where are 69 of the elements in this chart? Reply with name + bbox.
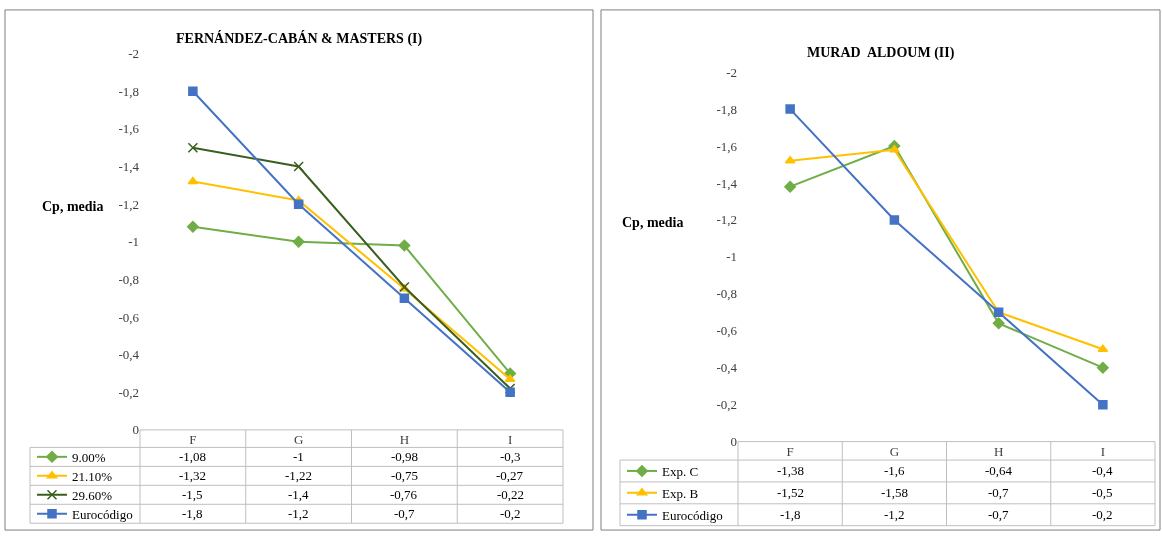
legend-label: Exp. C [662, 464, 699, 480]
legend-label: Exp. B [662, 485, 699, 501]
chart-title: FERNÁNDEZ-CABÁN & MASTERS (I) [176, 30, 423, 47]
data-label: -1,6 [884, 463, 906, 478]
x-tick-label: G [889, 443, 900, 459]
data-label: -0,76 [390, 487, 418, 502]
x-tick-label: H [399, 431, 410, 447]
y-tick-label: -2 [726, 64, 737, 80]
y-tick-label: -1,6 [118, 121, 140, 137]
y-axis-title: Cp, media [42, 199, 104, 214]
y-tick-label: -0,6 [118, 309, 140, 325]
y-tick-label: -0,8 [118, 271, 139, 287]
legend-label: 9.00% [72, 449, 106, 465]
data-label: -1 [293, 449, 304, 464]
data-label: -0,22 [497, 487, 525, 502]
data-label: -1,52 [777, 485, 805, 500]
legend-label: 29.60% [72, 487, 113, 503]
data-label: -0,7 [394, 506, 416, 521]
y-tick-label: 0 [730, 434, 737, 450]
y-tick-label: -1 [726, 249, 737, 265]
x-tick-label: I [1100, 443, 1106, 459]
y-tick-label: -0,2 [118, 384, 139, 400]
data-label: -0,2 [1092, 507, 1113, 522]
data-label: -0,3 [500, 449, 521, 464]
legend-label: Eurocódigo [662, 507, 723, 523]
y-tick-label: -0,6 [716, 323, 738, 339]
data-label: -1,08 [179, 449, 207, 464]
data-label: -1,4 [288, 487, 310, 502]
y-tick-label: -1,4 [118, 159, 140, 175]
chart-title: MURAD ALDOUM (II) [807, 45, 955, 61]
data-label: -0,27 [496, 468, 524, 483]
data-label: -1,22 [285, 468, 313, 483]
y-tick-label: -0,2 [716, 397, 737, 413]
data-label: -1,32 [179, 468, 207, 483]
y-tick-label: -1,8 [716, 101, 737, 117]
y-tick-label: -1,8 [118, 83, 139, 99]
y-tick-label: -1,2 [118, 196, 139, 212]
data-label: -1,8 [182, 506, 203, 521]
data-label: -1,2 [884, 507, 905, 522]
y-axis-title: Cp, media [622, 215, 684, 230]
y-tick-label: -2 [128, 46, 139, 62]
legend-label: Eurocódigo [72, 506, 133, 522]
x-tick-label: H [993, 443, 1004, 459]
data-label: -0,5 [1092, 485, 1113, 500]
data-label: -1,5 [182, 487, 203, 502]
y-tick-label: -1,6 [716, 138, 738, 154]
x-tick-label: G [293, 431, 304, 447]
y-tick-label: -1,2 [716, 212, 737, 228]
data-label: -1,38 [777, 463, 805, 478]
data-label: -0,98 [391, 449, 419, 464]
data-label: -0,75 [391, 468, 419, 483]
y-tick-label: 0 [132, 422, 139, 438]
y-tick-label: -0,4 [716, 360, 738, 376]
y-tick-label: -0,8 [716, 286, 737, 302]
data-label: -0,4 [1092, 463, 1114, 478]
legend-label: 21.10% [72, 468, 113, 484]
data-label: -0,64 [985, 463, 1013, 478]
data-label: -0,7 [988, 485, 1010, 500]
x-tick-label: I [507, 431, 513, 447]
data-label: -1,2 [288, 506, 309, 521]
y-tick-label: -1,4 [716, 175, 738, 191]
data-label: -1,8 [780, 507, 801, 522]
y-tick-label: -1 [128, 234, 139, 250]
data-label: -0,7 [988, 507, 1010, 522]
data-label: -0,2 [500, 506, 521, 521]
y-tick-label: -0,4 [118, 347, 140, 363]
data-label: -1,58 [881, 485, 909, 500]
x-tick-label: F [786, 443, 794, 459]
x-tick-label: F [189, 431, 197, 447]
